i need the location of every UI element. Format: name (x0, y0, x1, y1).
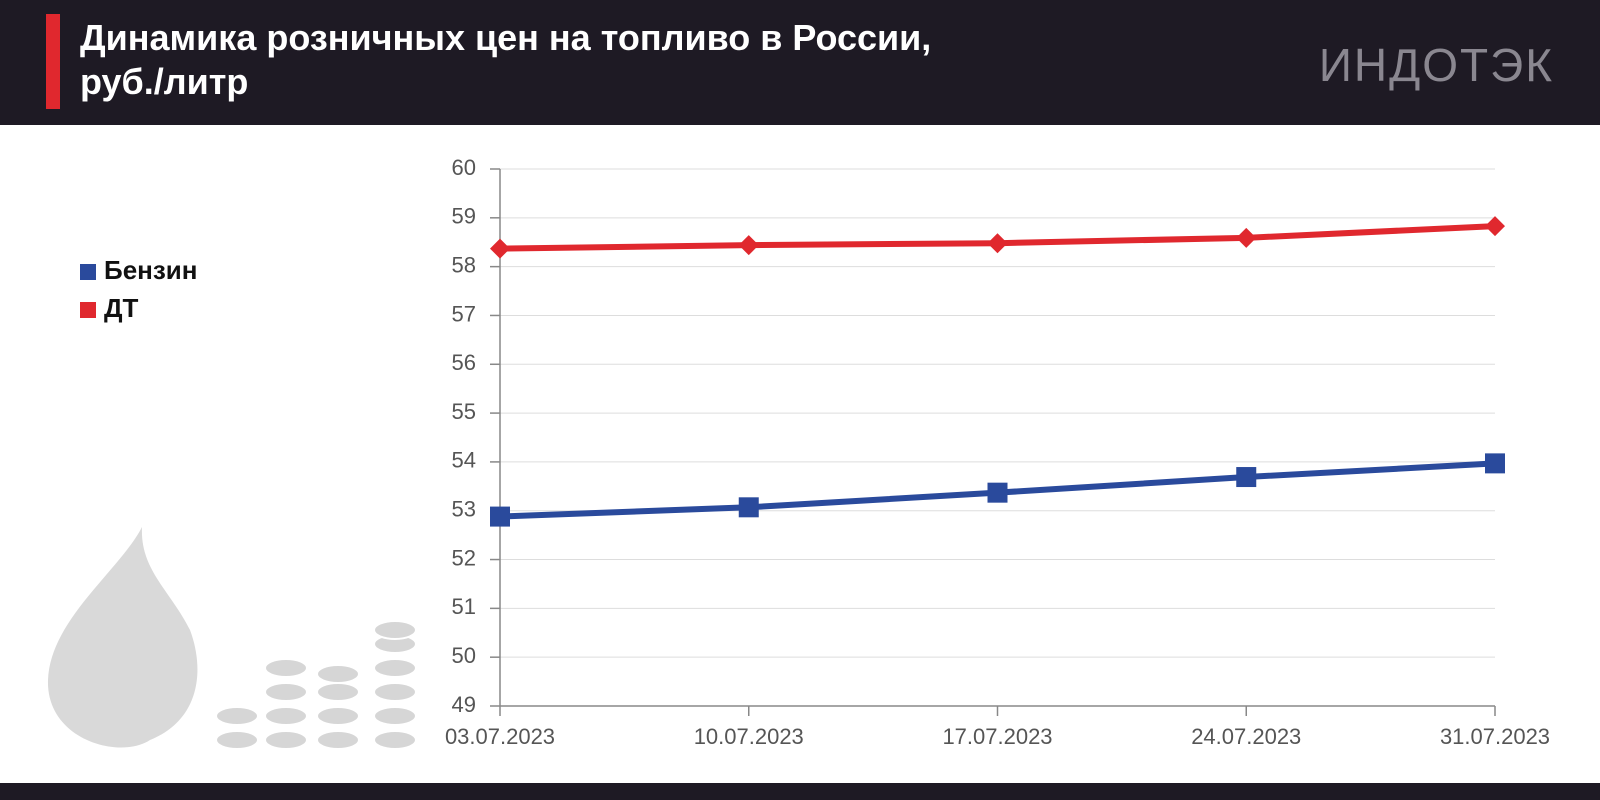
marker (1236, 467, 1257, 488)
legend-swatch (80, 302, 96, 318)
header: Динамика розничных цен на топливо в Росс… (0, 0, 1600, 125)
y-tick-label: 53 (452, 497, 476, 522)
x-tick-label: 03.07.2023 (445, 724, 555, 749)
y-tick-label: 54 (452, 448, 476, 473)
marker (738, 497, 759, 518)
marker (987, 233, 1008, 254)
logo: ИНДОТЭК (1318, 39, 1554, 91)
y-tick-label: 50 (452, 643, 476, 668)
y-tick-label: 55 (452, 399, 476, 424)
y-tick-label: 51 (452, 594, 476, 619)
chart: 49 50 51 52 53 54 55 56 57 58 59 60 03.07.2023 10.07.… (47, 155, 1550, 750)
marker (490, 506, 510, 527)
y-tick-label: 56 (452, 350, 476, 375)
marker (1485, 453, 1505, 474)
x-tick-label: 17.07.2023 (942, 724, 1052, 749)
chart-title: Динамика розничных цен на топливо в Росс… (80, 17, 932, 102)
y-tick-label: 59 (452, 204, 476, 229)
marker (738, 235, 759, 256)
legend-label: ДТ (104, 293, 139, 323)
footer (0, 783, 1600, 800)
marker (490, 238, 510, 259)
accent-bar (46, 14, 60, 109)
y-tick-label: 58 (452, 252, 476, 277)
x-tick-label: 10.07.2023 (694, 724, 804, 749)
marker (1485, 216, 1505, 237)
y-tick-label: 57 (452, 301, 476, 326)
x-tick-label: 31.07.2023 (1440, 724, 1550, 749)
decoration (47, 527, 417, 750)
legend-swatch (80, 264, 96, 280)
marker (987, 482, 1008, 503)
y-tick-label: 52 (452, 545, 476, 570)
marker (1236, 227, 1257, 248)
y-tick-label: 49 (452, 692, 476, 717)
x-tick-label: 24.07.2023 (1191, 724, 1301, 749)
y-tick-label: 60 (452, 155, 476, 180)
legend-label: Бензин (104, 255, 197, 285)
drop-icon (47, 527, 198, 748)
